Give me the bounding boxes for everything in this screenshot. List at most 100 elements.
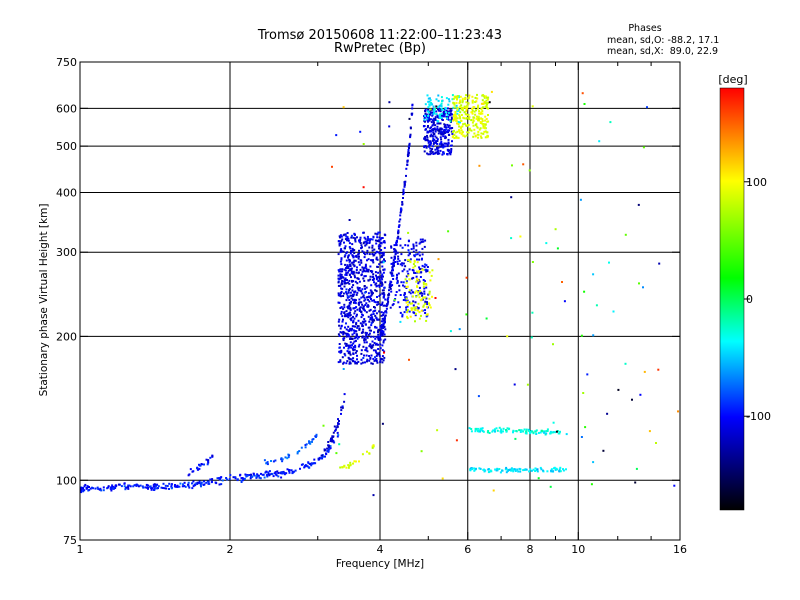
data-point — [155, 483, 158, 486]
data-point — [379, 256, 382, 259]
data-point — [345, 259, 348, 262]
data-point — [471, 112, 474, 115]
data-point — [439, 122, 442, 125]
data-point — [350, 267, 353, 270]
data-point — [363, 337, 366, 340]
data-point — [428, 290, 431, 293]
data-point — [377, 333, 380, 336]
data-point — [292, 471, 295, 474]
data-point — [349, 247, 352, 250]
data-point — [306, 465, 309, 468]
data-point — [441, 119, 444, 121]
data-point — [421, 257, 423, 260]
chart-subtitle: RwPretec (Bp) — [334, 41, 426, 56]
data-point — [354, 346, 357, 349]
data-point — [352, 349, 355, 352]
data-point — [430, 149, 433, 152]
data-point — [476, 97, 479, 100]
data-point — [433, 128, 436, 131]
data-point — [377, 337, 380, 340]
data-point — [416, 271, 419, 274]
data-point — [407, 145, 410, 148]
data-point — [473, 106, 476, 109]
data-point — [443, 113, 446, 116]
data-point — [342, 331, 345, 334]
data-point — [506, 427, 509, 430]
data-point — [380, 242, 383, 245]
data-point — [437, 99, 440, 102]
data-point — [403, 182, 406, 185]
data-point — [337, 418, 339, 421]
data-point — [345, 362, 348, 365]
data-point — [348, 259, 351, 261]
data-point — [448, 100, 451, 103]
data-point — [470, 119, 473, 122]
data-point — [200, 485, 202, 488]
data-point — [432, 153, 435, 155]
data-point — [420, 240, 423, 243]
data-point — [381, 355, 384, 358]
data-point — [345, 299, 348, 302]
data-point — [347, 333, 350, 336]
data-point — [368, 295, 371, 298]
data-point — [340, 283, 343, 286]
data-point — [389, 287, 392, 290]
data-point — [365, 332, 368, 335]
data-point — [436, 125, 439, 128]
data-point — [341, 315, 344, 318]
data-point — [364, 253, 366, 256]
data-point — [340, 290, 343, 293]
data-point — [381, 292, 384, 295]
data-point — [263, 476, 266, 479]
data-point — [374, 289, 377, 292]
data-point — [343, 393, 346, 396]
data-point — [372, 494, 375, 497]
data-point — [80, 489, 82, 492]
data-point — [430, 152, 433, 155]
data-point — [358, 460, 360, 463]
data-point — [356, 358, 358, 361]
data-point — [496, 469, 499, 472]
series-cloud — [451, 93, 490, 139]
data-point — [366, 296, 368, 299]
data-point — [553, 466, 556, 469]
data-point — [379, 359, 382, 362]
data-point — [456, 95, 459, 98]
data-point — [412, 263, 415, 266]
data-point — [378, 279, 381, 282]
data-point — [631, 398, 633, 401]
data-point — [459, 117, 462, 120]
data-point — [382, 327, 384, 329]
data-point — [351, 347, 354, 350]
data-point — [428, 140, 431, 143]
data-point — [150, 488, 153, 491]
data-point — [408, 251, 411, 254]
data-point — [382, 341, 385, 344]
data-point — [643, 370, 646, 373]
series-curve — [469, 466, 567, 474]
data-point — [398, 224, 401, 227]
data-point — [445, 128, 448, 131]
data-point — [350, 346, 353, 349]
data-point — [364, 323, 367, 326]
data-point — [394, 294, 397, 297]
data-point — [518, 467, 521, 470]
data-point — [442, 144, 445, 147]
data-point — [385, 307, 388, 310]
data-point — [481, 99, 484, 102]
data-point — [440, 116, 443, 119]
data-point — [243, 477, 246, 480]
data-point — [426, 117, 429, 120]
data-point — [440, 138, 443, 141]
series-curve — [468, 426, 568, 436]
data-point — [110, 489, 113, 492]
data-point — [352, 353, 355, 355]
data-point — [107, 486, 110, 489]
data-point — [184, 485, 187, 488]
data-point — [473, 467, 476, 470]
data-point — [530, 336, 533, 339]
data-point — [347, 344, 350, 347]
data-point — [376, 236, 379, 239]
data-point — [424, 108, 427, 111]
data-point — [530, 469, 533, 472]
